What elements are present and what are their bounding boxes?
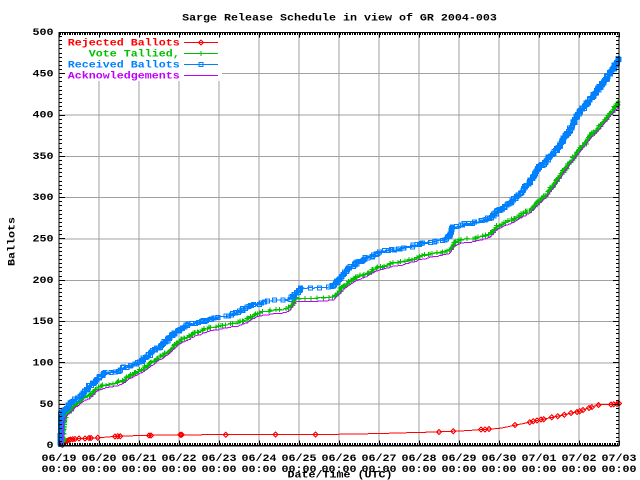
svg-text:00:00: 00:00: [562, 465, 597, 476]
svg-text:Rejected Ballots: Rejected Ballots: [68, 38, 180, 49]
svg-text:00:00: 00:00: [482, 465, 517, 476]
svg-text:00:00: 00:00: [122, 465, 157, 476]
svg-text:06/27: 06/27: [362, 454, 397, 465]
svg-text:Acknowledgements: Acknowledgements: [68, 71, 180, 82]
svg-text:50: 50: [40, 400, 54, 411]
svg-text:Date/Time (UTC): Date/Time (UTC): [288, 470, 393, 480]
svg-text:06/20: 06/20: [82, 454, 117, 465]
svg-text:Sarge Release Schedule in view: Sarge Release Schedule in view of GR 200…: [182, 13, 497, 24]
svg-text:450: 450: [33, 69, 54, 80]
svg-text:00:00: 00:00: [282, 465, 317, 476]
svg-text:300: 300: [33, 193, 54, 204]
svg-text:350: 350: [33, 152, 54, 163]
svg-text:06/28: 06/28: [402, 454, 437, 465]
svg-text:250: 250: [33, 234, 54, 245]
svg-text:00:00: 00:00: [42, 465, 77, 476]
svg-text:07/02: 07/02: [562, 454, 597, 465]
svg-text:00:00: 00:00: [362, 465, 397, 476]
svg-text:00:00: 00:00: [82, 465, 117, 476]
svg-text:00:00: 00:00: [602, 465, 637, 476]
svg-text:00:00: 00:00: [442, 465, 477, 476]
svg-text:06/30: 06/30: [482, 454, 517, 465]
svg-text:100: 100: [33, 358, 54, 369]
svg-text:0: 0: [46, 441, 53, 452]
svg-text:07/01: 07/01: [522, 454, 557, 465]
svg-text:06/26: 06/26: [322, 454, 357, 465]
svg-text:500: 500: [33, 28, 54, 39]
svg-text:150: 150: [33, 317, 54, 328]
svg-text:00:00: 00:00: [322, 465, 357, 476]
svg-text:00:00: 00:00: [522, 465, 557, 476]
svg-text:00:00: 00:00: [162, 465, 197, 476]
svg-text:06/24: 06/24: [242, 454, 278, 465]
svg-text:00:00: 00:00: [202, 465, 237, 476]
svg-text:200: 200: [33, 276, 54, 287]
svg-text:06/19: 06/19: [42, 454, 77, 465]
svg-text:00:00: 00:00: [402, 465, 437, 476]
svg-text:400: 400: [33, 110, 54, 121]
svg-text:00:00: 00:00: [242, 465, 277, 476]
svg-text:06/29: 06/29: [442, 454, 477, 465]
svg-text:Vote Tallied,: Vote Tallied,: [89, 49, 180, 60]
svg-text:06/21: 06/21: [122, 454, 157, 465]
svg-text:Received Ballots: Received Ballots: [68, 60, 180, 71]
svg-text:07/03: 07/03: [602, 454, 637, 465]
svg-text:06/22: 06/22: [162, 454, 197, 465]
svg-text:Ballots: Ballots: [7, 217, 18, 266]
svg-text:06/23: 06/23: [202, 454, 237, 465]
svg-text:06/25: 06/25: [282, 454, 317, 465]
